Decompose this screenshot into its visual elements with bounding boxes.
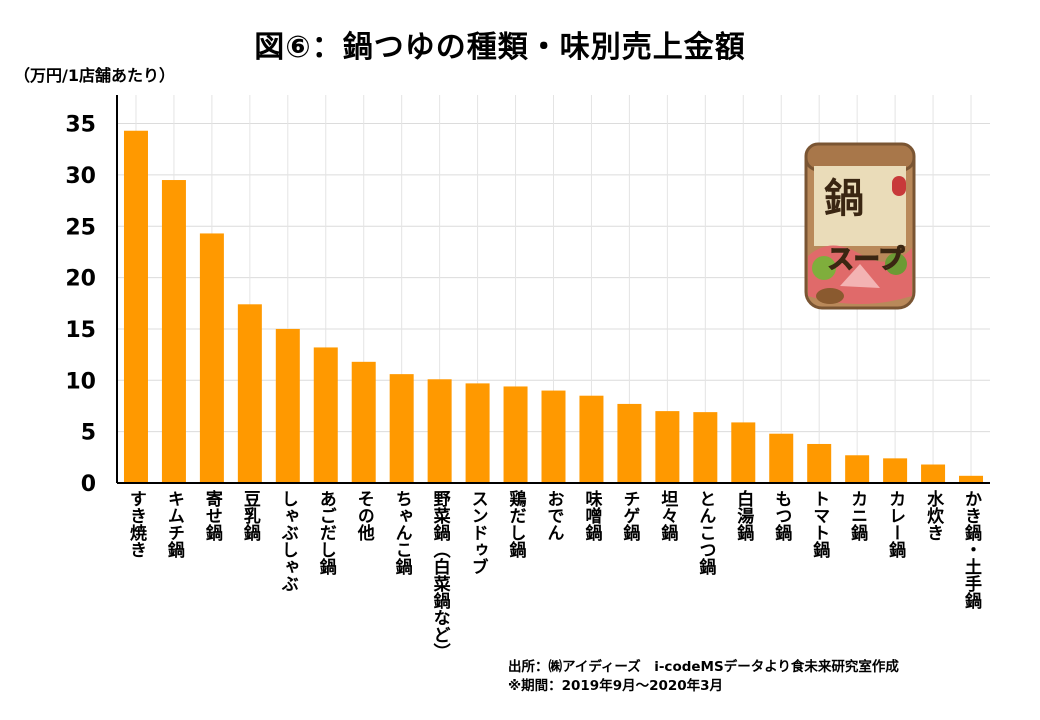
- bar: [845, 455, 870, 483]
- x-category-label: とんこつ鍋: [695, 490, 716, 575]
- x-category-label: 味噌鍋: [581, 490, 602, 541]
- x-category-label: かき鍋・土手鍋: [961, 490, 982, 609]
- y-tick-label: 5: [81, 421, 96, 446]
- x-category-label: 白湯鍋: [733, 490, 754, 541]
- bar: [579, 395, 604, 483]
- x-category-label: キムチ鍋: [163, 490, 184, 558]
- source-line: 出所：㈱アイディーズ i-codeMSデータより食未来研究室作成: [508, 659, 899, 675]
- bar: [351, 361, 376, 483]
- period-line: ※期間：2019年9月～2020年3月: [508, 678, 724, 694]
- x-category-label: しゃぶしゃぶ: [277, 490, 298, 592]
- source-note: 出所：㈱アイディーズ i-codeMSデータより食未来研究室作成 ※期間：201…: [508, 658, 899, 696]
- bar: [921, 464, 946, 483]
- bar: [465, 383, 490, 483]
- chart-title: 図⑥：鍋つゆの種類・味別売上金額: [254, 30, 746, 65]
- bar: [161, 180, 186, 483]
- x-category-label: 豆乳鍋: [239, 490, 260, 541]
- bar: [427, 379, 452, 483]
- y-tick-label: 30: [65, 164, 96, 189]
- bar: [123, 130, 148, 483]
- x-category-label: すき焼き: [125, 490, 146, 558]
- y-axis-ticks: 0 5 10 15 20 25 30 35: [65, 113, 96, 497]
- y-axis-unit-label: （万円/1店舗あたり）: [14, 66, 175, 85]
- x-category-label: あごだし鍋: [315, 490, 336, 575]
- bar: [731, 422, 756, 483]
- bar: [807, 443, 832, 483]
- bar: [617, 403, 642, 483]
- x-category-label: チゲ鍋: [619, 490, 640, 541]
- bar: [883, 458, 908, 483]
- x-category-label: 野菜鍋（白菜鍋など）: [429, 490, 450, 660]
- x-category-label: ちゃんこ鍋: [391, 490, 412, 575]
- bar: [389, 374, 414, 483]
- x-category-label: 鶏だし鍋: [505, 490, 526, 558]
- x-category-label: おでん: [543, 490, 564, 541]
- nabe-soup-package-illustration: 鍋 スープ: [804, 142, 916, 310]
- x-category-label: 寄せ鍋: [201, 490, 222, 541]
- bar: [655, 411, 680, 483]
- y-tick-label: 25: [65, 215, 96, 240]
- bar: [503, 386, 528, 483]
- bar: [313, 347, 338, 483]
- bar-series: [123, 130, 984, 483]
- y-tick-label: 20: [65, 267, 96, 292]
- y-tick-label: 10: [65, 369, 96, 394]
- svg-text:鍋: 鍋: [824, 176, 864, 222]
- bar: [693, 412, 718, 483]
- bar: [959, 475, 984, 483]
- x-category-label: カレー鍋: [885, 490, 906, 558]
- y-tick-label: 15: [65, 318, 96, 343]
- x-category-label: トマト鍋: [809, 490, 830, 558]
- x-category-label: その他: [353, 490, 374, 541]
- bar: [237, 304, 262, 483]
- svg-text:スープ: スープ: [828, 245, 905, 275]
- bar: [275, 328, 300, 483]
- x-category-label: スンドゥブ: [467, 490, 488, 575]
- bar: [769, 433, 794, 483]
- y-tick-label: 35: [65, 113, 96, 138]
- bar: [541, 390, 566, 483]
- x-category-label: カニ鍋: [847, 490, 868, 541]
- x-category-label: 坦々鍋: [657, 490, 678, 541]
- y-tick-label: 0: [81, 472, 96, 497]
- x-category-label: もつ鍋: [771, 490, 792, 541]
- x-category-label: 水炊き: [923, 490, 944, 541]
- bar: [199, 233, 224, 483]
